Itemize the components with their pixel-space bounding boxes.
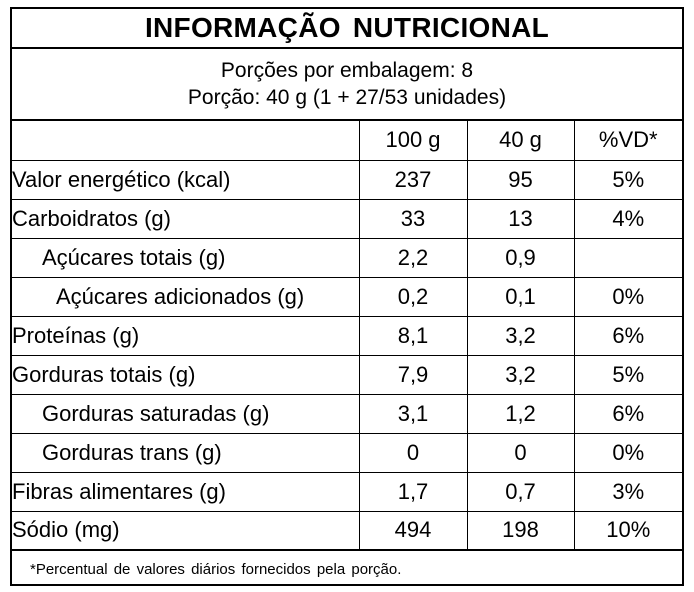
value-per-100g: 237 (358, 159, 468, 200)
daily-value-percent: 6% (573, 315, 682, 356)
table-row: Gorduras saturadas (g) 3,1 1,2 6% (12, 393, 682, 434)
nutrient-name: Açúcares totais (g) (12, 237, 360, 278)
daily-value-percent: 5% (573, 354, 682, 395)
serving-size: Porção: 40 g (1 + 27/53 unidades) (187, 86, 507, 109)
daily-value-percent: 5% (573, 159, 682, 200)
value-per-serving: 3,2 (466, 354, 575, 395)
nutrient-name: Valor energético (kcal) (12, 159, 360, 200)
table-row: Proteínas (g) 8,1 3,2 6% (12, 315, 682, 356)
value-per-serving: 3,2 (466, 315, 575, 356)
value-per-serving: 13 (466, 198, 575, 239)
table-row: Carboidratos (g) 33 13 4% (12, 198, 682, 239)
value-per-serving: 0,7 (466, 471, 575, 512)
serving-info: Porções por embalagem: 8 Porção: 40 g (1… (12, 49, 682, 121)
daily-value-percent: 6% (573, 393, 682, 434)
table-row: Sódio (mg) 494 198 10% (12, 510, 682, 551)
nutrient-name: Gorduras totais (g) (12, 354, 360, 395)
footnote: *Percentual de valores diários fornecido… (30, 560, 402, 578)
daily-value-percent: 0% (573, 432, 682, 473)
value-per-100g: 7,9 (358, 354, 468, 395)
table-row: Açúcares adicionados (g) 0,2 0,1 0% (12, 276, 682, 317)
header-nutrient (12, 121, 360, 161)
daily-value-percent: 0% (573, 276, 682, 317)
value-per-100g: 3,1 (358, 393, 468, 434)
nutrient-name: Gorduras saturadas (g) (12, 393, 360, 434)
value-per-100g: 0 (358, 432, 468, 473)
table-row: Açúcares totais (g) 2,2 0,9 (12, 237, 682, 278)
nutrition-facts-label: INFORMAÇÃO NUTRICIONAL Porções por embal… (10, 7, 684, 586)
header-daily-value: %VD* (573, 121, 682, 161)
header-per-100g: 100 g (358, 121, 468, 161)
daily-value-percent: 3% (573, 471, 682, 512)
table-row: Gorduras totais (g) 7,9 3,2 5% (12, 354, 682, 395)
daily-value-percent: 4% (573, 198, 682, 239)
value-per-serving: 0,9 (466, 237, 575, 278)
table-header-row: 100 g 40 g %VD* (12, 121, 682, 161)
nutrient-name: Açúcares adicionados (g) (12, 276, 360, 317)
value-per-100g: 33 (358, 198, 468, 239)
nutrition-table-body: 100 g 40 g %VD* Valor energético (kcal) 2… (12, 121, 682, 551)
header-per-serving: 40 g (466, 121, 575, 161)
nutrient-name: Sódio (mg) (12, 510, 360, 551)
table-row: Valor energético (kcal) 237 95 5% (12, 159, 682, 200)
value-per-serving: 0,1 (466, 276, 575, 317)
value-per-100g: 0,2 (358, 276, 468, 317)
daily-value-percent (573, 237, 682, 278)
value-per-serving: 198 (466, 510, 575, 551)
nutrient-name: Carboidratos (g) (12, 198, 360, 239)
value-per-serving: 1,2 (466, 393, 575, 434)
value-per-serving: 0 (466, 432, 575, 473)
value-per-100g: 1,7 (358, 471, 468, 512)
value-per-100g: 494 (358, 510, 468, 551)
nutrition-table: 100 g 40 g %VD* Valor energético (kcal) 2… (12, 121, 682, 551)
nutrient-name: Gorduras trans (g) (12, 432, 360, 473)
value-per-100g: 2,2 (358, 237, 468, 278)
value-per-serving: 95 (466, 159, 575, 200)
table-row: Gorduras trans (g) 0 0 0% (12, 432, 682, 473)
servings-per-package: Porções por embalagem: 8 (220, 59, 474, 82)
nutrient-name: Proteínas (g) (12, 315, 360, 356)
value-per-100g: 8,1 (358, 315, 468, 356)
daily-value-percent: 10% (573, 510, 682, 551)
label-title: INFORMAÇÃO NUTRICIONAL (12, 9, 682, 49)
nutrient-name: Fibras alimentares (g) (12, 471, 360, 512)
table-row: Fibras alimentares (g) 1,7 0,7 3% (12, 471, 682, 512)
